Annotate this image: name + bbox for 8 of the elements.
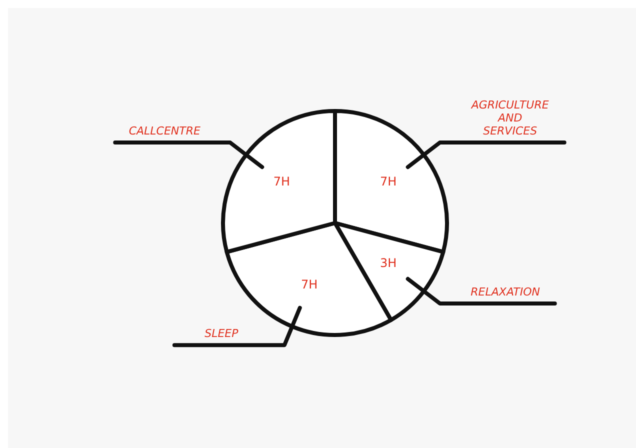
data-label: 7H	[273, 174, 290, 188]
slice-label: SLEEP	[204, 327, 239, 340]
slice-label: CALLCENTRE	[128, 124, 201, 138]
slice-label: AGRICULTURE AND SERVICES	[470, 98, 549, 138]
data-label: 7H	[380, 174, 397, 188]
slice-label: RELAXATION	[470, 285, 540, 298]
data-label: 3H	[380, 256, 397, 270]
data-label: 7H	[300, 277, 318, 292]
